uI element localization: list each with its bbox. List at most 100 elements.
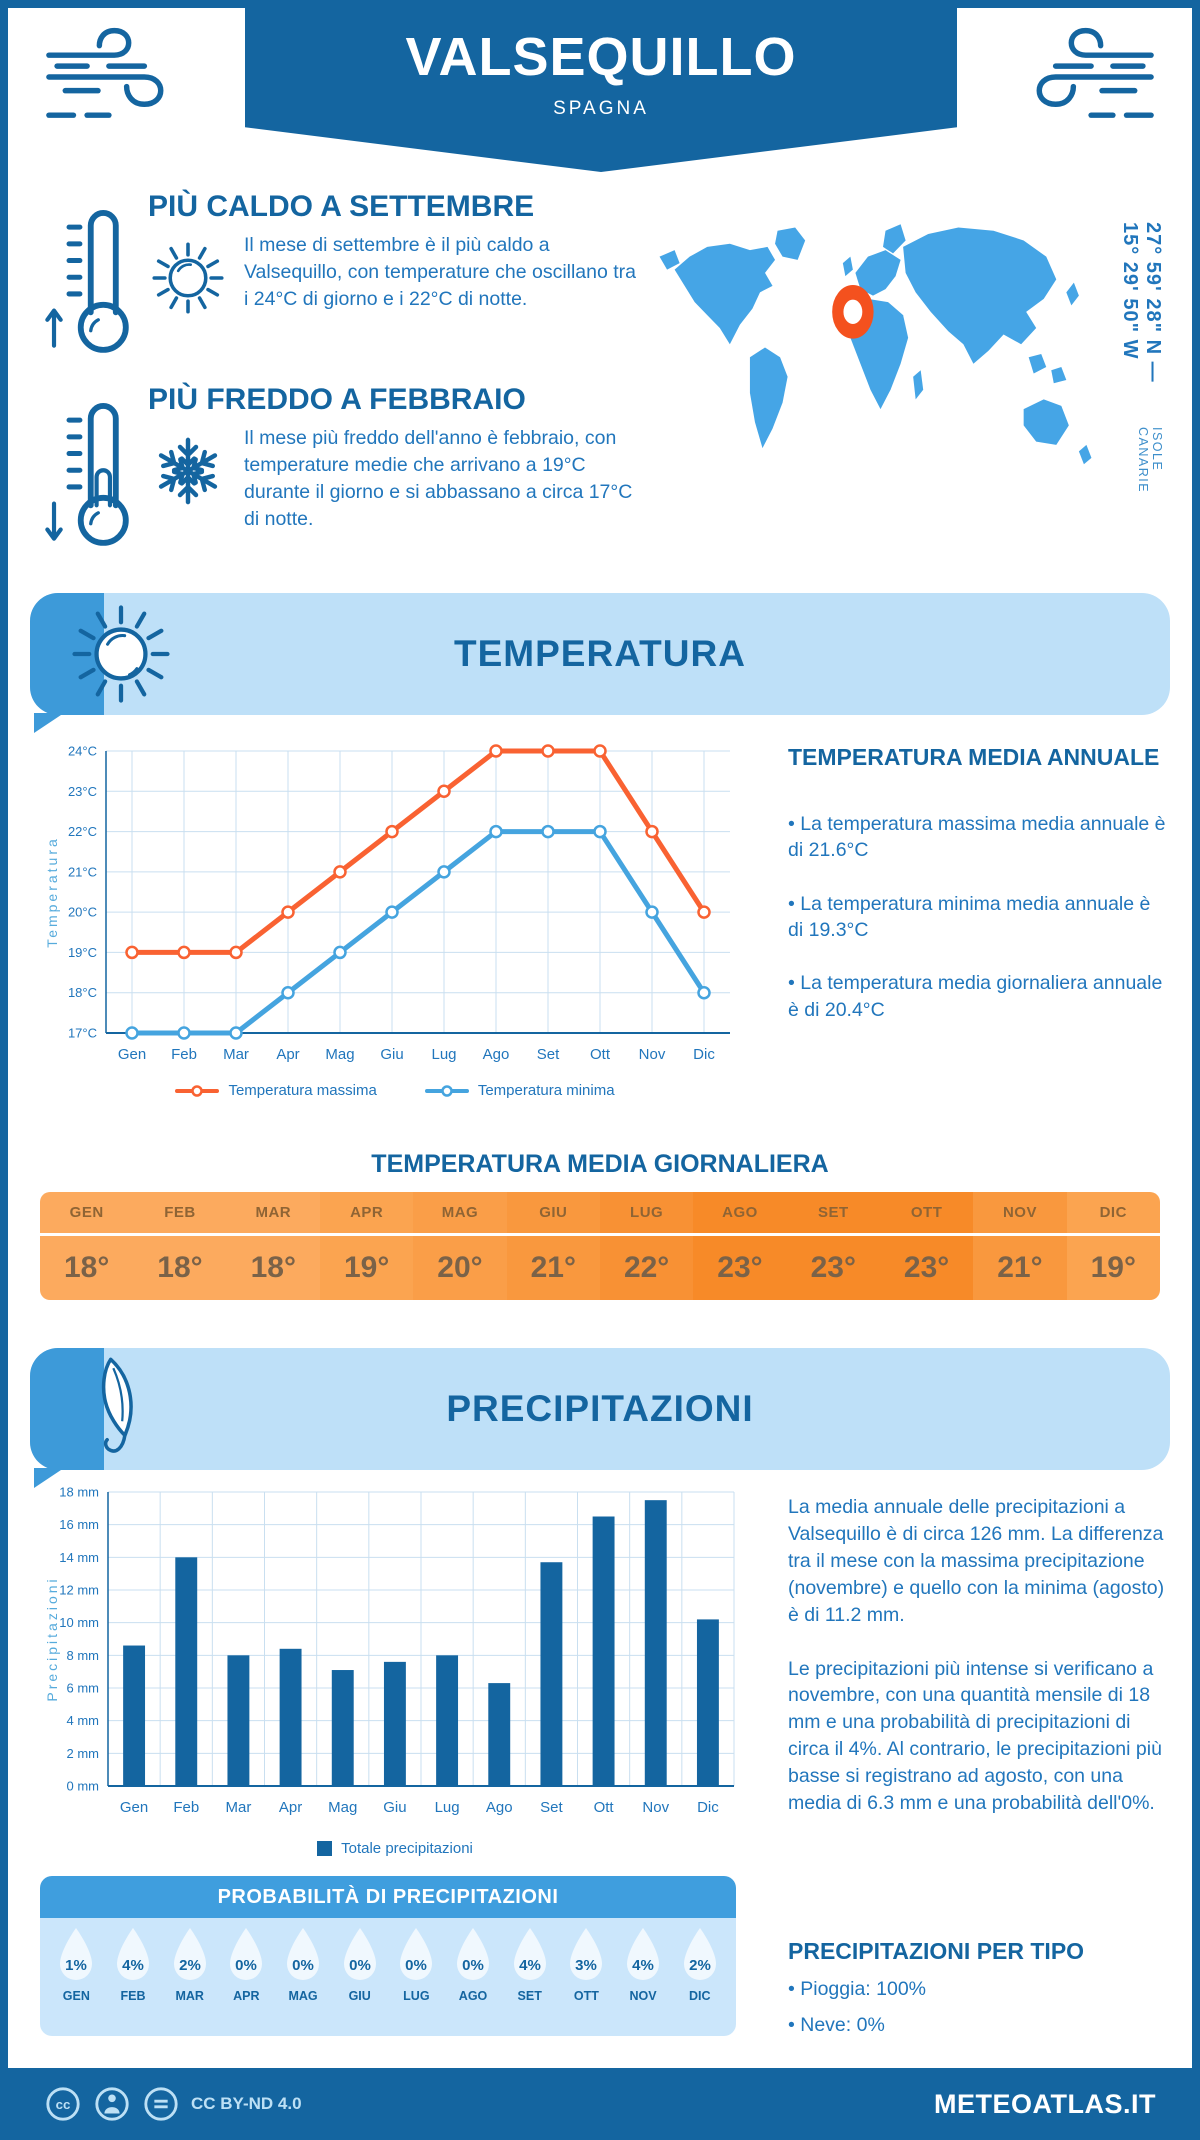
precipitation-section-title: PRECIPITAZIONI — [446, 1388, 754, 1429]
probability-value: 4% — [519, 1957, 541, 1974]
daily-table-value: 23° — [810, 1251, 856, 1284]
precipitation-description: La media annuale delle precipitazioni a … — [788, 1494, 1172, 1844]
y-tick-label: 10 mm — [59, 1615, 99, 1630]
site-brand: METEOATLAS.IT — [934, 2088, 1156, 2119]
data-point — [593, 824, 607, 839]
probability-month: NOV — [629, 1989, 657, 2003]
daily-table-cell: SET 23° — [786, 1192, 880, 1300]
daily-table-cell: MAR 18° — [226, 1192, 320, 1300]
banner-tail — [34, 713, 64, 733]
y-tick-label: 16 mm — [59, 1517, 99, 1532]
location-marker — [832, 285, 874, 339]
precipitation-bar-chart: 0 mm 2 mm 4 mm 6 mm 8 mm 10 mm 12 mm 14 mm 16 mm… — [44, 1485, 735, 1816]
precipitation-type-item: • Pioggia: 100% — [788, 1978, 927, 2000]
y-axis-label: Precipitazioni — [44, 1576, 60, 1701]
x-tick-label: Lug — [435, 1799, 460, 1816]
attribution-person-icon — [95, 2087, 129, 2121]
bar — [227, 1655, 250, 1786]
probability-column: 0% MAG — [275, 1926, 332, 2032]
data-point — [385, 824, 399, 839]
raindrop-icon: 2% — [683, 1928, 716, 1980]
snowflake-icon — [148, 437, 228, 511]
daily-table-month: LUG — [599, 1192, 694, 1236]
probability-column: 3% OTT — [558, 1926, 615, 2032]
x-tick-label: Set — [537, 1046, 560, 1063]
probability-column: 2% MAR — [161, 1926, 218, 2032]
x-tick-label: Mag — [325, 1046, 354, 1063]
y-tick-label: 18°C — [68, 985, 97, 1000]
temperature-line-chart: 17°C 18°C 19°C 20°C 21°C 22°C 23°C 24°C Gen Feb Ma… — [44, 744, 730, 1063]
raindrop-icon: 0% — [400, 1928, 433, 1980]
svg-text:cc: cc — [56, 2097, 71, 2112]
daily-table-value: 18° — [63, 1251, 110, 1284]
highlight-warmest: PIÙ CALDO A SETTEMBRE Il mese di settemb… — [44, 190, 644, 353]
data-point — [229, 945, 243, 960]
daily-table-cell: DIC 19° — [1066, 1192, 1160, 1300]
precipitation-paragraph: La media annuale delle precipitazioni a … — [788, 1496, 1165, 1626]
probability-value: 0% — [236, 1957, 258, 1974]
data-point — [177, 945, 191, 960]
data-point — [125, 945, 139, 960]
annual-summary-bullet: • La temperatura media giornaliera annua… — [788, 972, 1163, 1021]
y-tick-label: 12 mm — [59, 1583, 99, 1598]
highlight-text: Il mese di settembre è il più caldo a Va… — [244, 234, 637, 310]
daily-table-value: 21° — [530, 1251, 576, 1284]
y-tick-label: 0 mm — [67, 1779, 100, 1794]
x-tick-label: Gen — [118, 1046, 146, 1063]
x-tick-label: Set — [540, 1799, 563, 1816]
probability-value: 4% — [122, 1957, 144, 1974]
y-tick-label: 21°C — [68, 864, 97, 879]
bar — [175, 1557, 198, 1786]
daily-table-cell: MAG 20° — [413, 1192, 507, 1300]
daily-table-month: GIU — [506, 1192, 600, 1236]
coordinates-text: 27° 59' 28" N — 15° 29' 50" W — [1119, 222, 1164, 383]
probability-drops-row: 1% GEN 4% FEB 2% MAR 0% APR 0% MAG 0% GIU 0% LUG 0% AGO… — [40, 1918, 736, 2036]
data-point — [541, 744, 555, 758]
x-tick-label: Giu — [380, 1046, 403, 1063]
bar — [279, 1648, 302, 1786]
daily-table-cell: APR 19° — [319, 1192, 414, 1300]
x-tick-label: Apr — [276, 1046, 299, 1063]
legend-item: Temperatura minima — [424, 1082, 615, 1099]
series-line — [129, 748, 707, 955]
header-banner: VALSEQUILLO SPAGNA — [245, 0, 957, 172]
raindrop-icon: 4% — [513, 1928, 546, 1980]
x-tick-label: Nov — [639, 1046, 666, 1063]
data-point — [333, 865, 347, 879]
umbrella-icon — [101, 1357, 133, 1453]
daily-table-month: FEB — [133, 1192, 227, 1236]
data-point — [281, 905, 295, 919]
y-tick-label: 19°C — [68, 945, 97, 960]
license-text: CC BY-ND 4.0 — [191, 2094, 302, 2113]
highlight-title: PIÙ FREDDO A FEBBRAIO — [148, 383, 526, 416]
bar — [331, 1670, 354, 1786]
probability-column: 4% FEB — [105, 1926, 162, 2032]
highlight-title: PIÙ CALDO A SETTEMBRE — [148, 190, 535, 223]
daily-table-title: TEMPERATURA MEDIA GIORNALIERA — [371, 1150, 829, 1178]
highlight-coldest: PIÙ FREDDO A FEBBRAIO Il mese più freddo… — [44, 383, 644, 546]
probability-column: 4% NOV — [615, 1926, 672, 2032]
probability-month: MAR — [175, 1989, 204, 2003]
data-point — [697, 985, 711, 1000]
daily-table-cell: AGO 23° — [693, 1192, 787, 1300]
data-point — [489, 744, 503, 758]
daily-table-value: 18° — [250, 1251, 296, 1284]
raindrop-icon: 4% — [627, 1928, 660, 1980]
y-tick-label: 8 mm — [67, 1648, 100, 1663]
probability-month: SET — [517, 1989, 542, 2003]
data-point — [177, 1026, 191, 1040]
y-axis-label: Temperatura — [44, 836, 60, 948]
daily-table-value: 23° — [903, 1251, 950, 1284]
precipitation-section-banner: PRECIPITAZIONI — [30, 1348, 1170, 1488]
probability-column: 0% GIU — [331, 1926, 388, 2032]
y-tick-label: 18 mm — [59, 1485, 99, 1500]
probability-value: 0% — [349, 1957, 371, 1974]
bar — [696, 1619, 719, 1786]
page-subtitle: SPAGNA — [553, 98, 649, 119]
daily-table-month: AGO — [693, 1192, 787, 1236]
probability-value: 2% — [179, 1957, 201, 1974]
data-point — [281, 985, 295, 1000]
region-text: ISOLE CANARIE — [1136, 427, 1164, 494]
x-tick-label: Feb — [173, 1799, 199, 1816]
